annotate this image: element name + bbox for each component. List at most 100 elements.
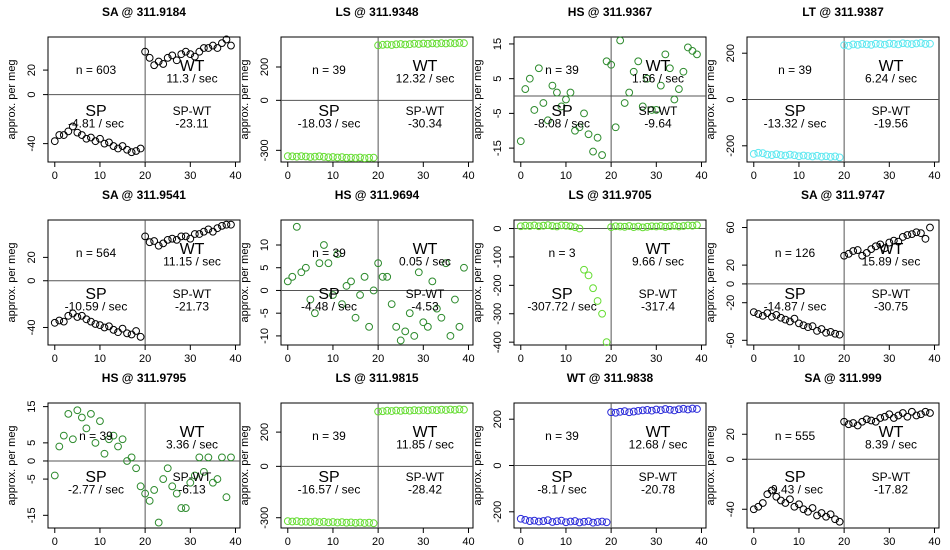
- panel-title: LS @ 311.9815: [335, 371, 418, 385]
- point: [105, 322, 113, 331]
- point: [670, 221, 679, 230]
- point: [548, 222, 557, 230]
- annotation: n = 564: [76, 246, 117, 260]
- point: [898, 39, 907, 48]
- y-tick-label: -100: [492, 246, 504, 268]
- annotation: WT: [413, 241, 438, 258]
- point: [593, 133, 602, 142]
- x-tick-label: 40: [695, 353, 707, 365]
- annotation: -317.4: [641, 300, 675, 314]
- point: [670, 95, 679, 104]
- point: [543, 516, 552, 525]
- annotation: n = 603: [76, 63, 117, 77]
- x-tick-label: 40: [928, 170, 940, 182]
- x-tick-label: 20: [372, 536, 384, 548]
- point: [181, 504, 190, 512]
- point: [822, 512, 830, 521]
- point: [446, 332, 455, 340]
- point: [616, 407, 625, 416]
- point: [338, 518, 346, 527]
- point: [620, 222, 629, 231]
- y-axis-label: approx. per meg: [6, 242, 18, 322]
- point: [553, 88, 561, 97]
- point: [114, 442, 122, 451]
- point: [360, 154, 369, 163]
- point: [786, 150, 794, 159]
- point: [460, 39, 468, 48]
- annotation: SP: [85, 469, 106, 486]
- y-tick-label: 0: [26, 458, 38, 464]
- annotation: -14.87 / sec: [764, 300, 827, 314]
- point: [661, 222, 670, 231]
- point: [141, 47, 150, 56]
- annotation: SP: [85, 103, 106, 120]
- point: [584, 517, 593, 526]
- point: [525, 74, 534, 83]
- point: [562, 221, 570, 230]
- point: [177, 50, 186, 59]
- annotation: n = 39: [312, 246, 346, 260]
- annotation: WT: [413, 58, 438, 75]
- point: [907, 230, 916, 238]
- annotation: n = 3: [548, 246, 575, 260]
- point: [50, 471, 59, 480]
- annotation: SP: [318, 286, 339, 303]
- x-tick-label: 30: [883, 353, 895, 365]
- point: [656, 406, 665, 415]
- point: [123, 329, 131, 338]
- point: [580, 109, 588, 118]
- point: [419, 39, 428, 48]
- x-tick-label: 10: [94, 170, 106, 182]
- point: [109, 325, 118, 334]
- annotation: WT: [879, 58, 904, 75]
- point: [767, 151, 776, 159]
- annotation: SP-WT: [406, 287, 445, 301]
- panel-title: SA @ 311.9541: [102, 188, 186, 202]
- point: [804, 152, 812, 160]
- point: [817, 152, 826, 161]
- point: [199, 467, 208, 476]
- point: [132, 147, 140, 155]
- point: [907, 407, 916, 416]
- point: [525, 222, 534, 230]
- point: [306, 295, 315, 304]
- point: [647, 222, 656, 231]
- point: [168, 234, 177, 243]
- x-tick-label: 40: [928, 536, 940, 548]
- point: [351, 518, 360, 527]
- x-tick-label: 20: [838, 536, 850, 548]
- x-tick-label: 20: [838, 170, 850, 182]
- x-tick-label: 20: [139, 170, 151, 182]
- x-tick-label: 20: [605, 170, 617, 182]
- point: [907, 40, 916, 49]
- point: [602, 338, 611, 347]
- annotation: 0.05 / sec: [399, 255, 451, 269]
- x-tick-label: 40: [695, 170, 707, 182]
- point: [539, 99, 548, 107]
- point: [853, 421, 862, 430]
- point: [114, 144, 122, 153]
- annotation: -9.43 / sec: [767, 483, 823, 497]
- point: [356, 153, 364, 162]
- annotation: 12.68 / sec: [629, 438, 688, 452]
- annotation: SP: [85, 286, 106, 303]
- point: [813, 511, 821, 520]
- point: [903, 39, 912, 48]
- annotation: SP: [784, 103, 805, 120]
- point: [831, 515, 839, 524]
- point: [50, 318, 59, 327]
- point: [100, 449, 109, 458]
- point: [638, 223, 647, 232]
- annotation: 6.24 / sec: [865, 72, 917, 86]
- point: [100, 323, 109, 332]
- point: [383, 272, 392, 281]
- panel-title: SA @ 311.9747: [801, 188, 885, 202]
- x-tick-label: 30: [883, 536, 895, 548]
- point: [693, 405, 701, 413]
- point: [195, 230, 204, 238]
- point: [297, 517, 306, 526]
- point: [338, 300, 346, 308]
- annotation: SP-WT: [639, 470, 678, 484]
- y-tick-label: 0: [492, 225, 504, 231]
